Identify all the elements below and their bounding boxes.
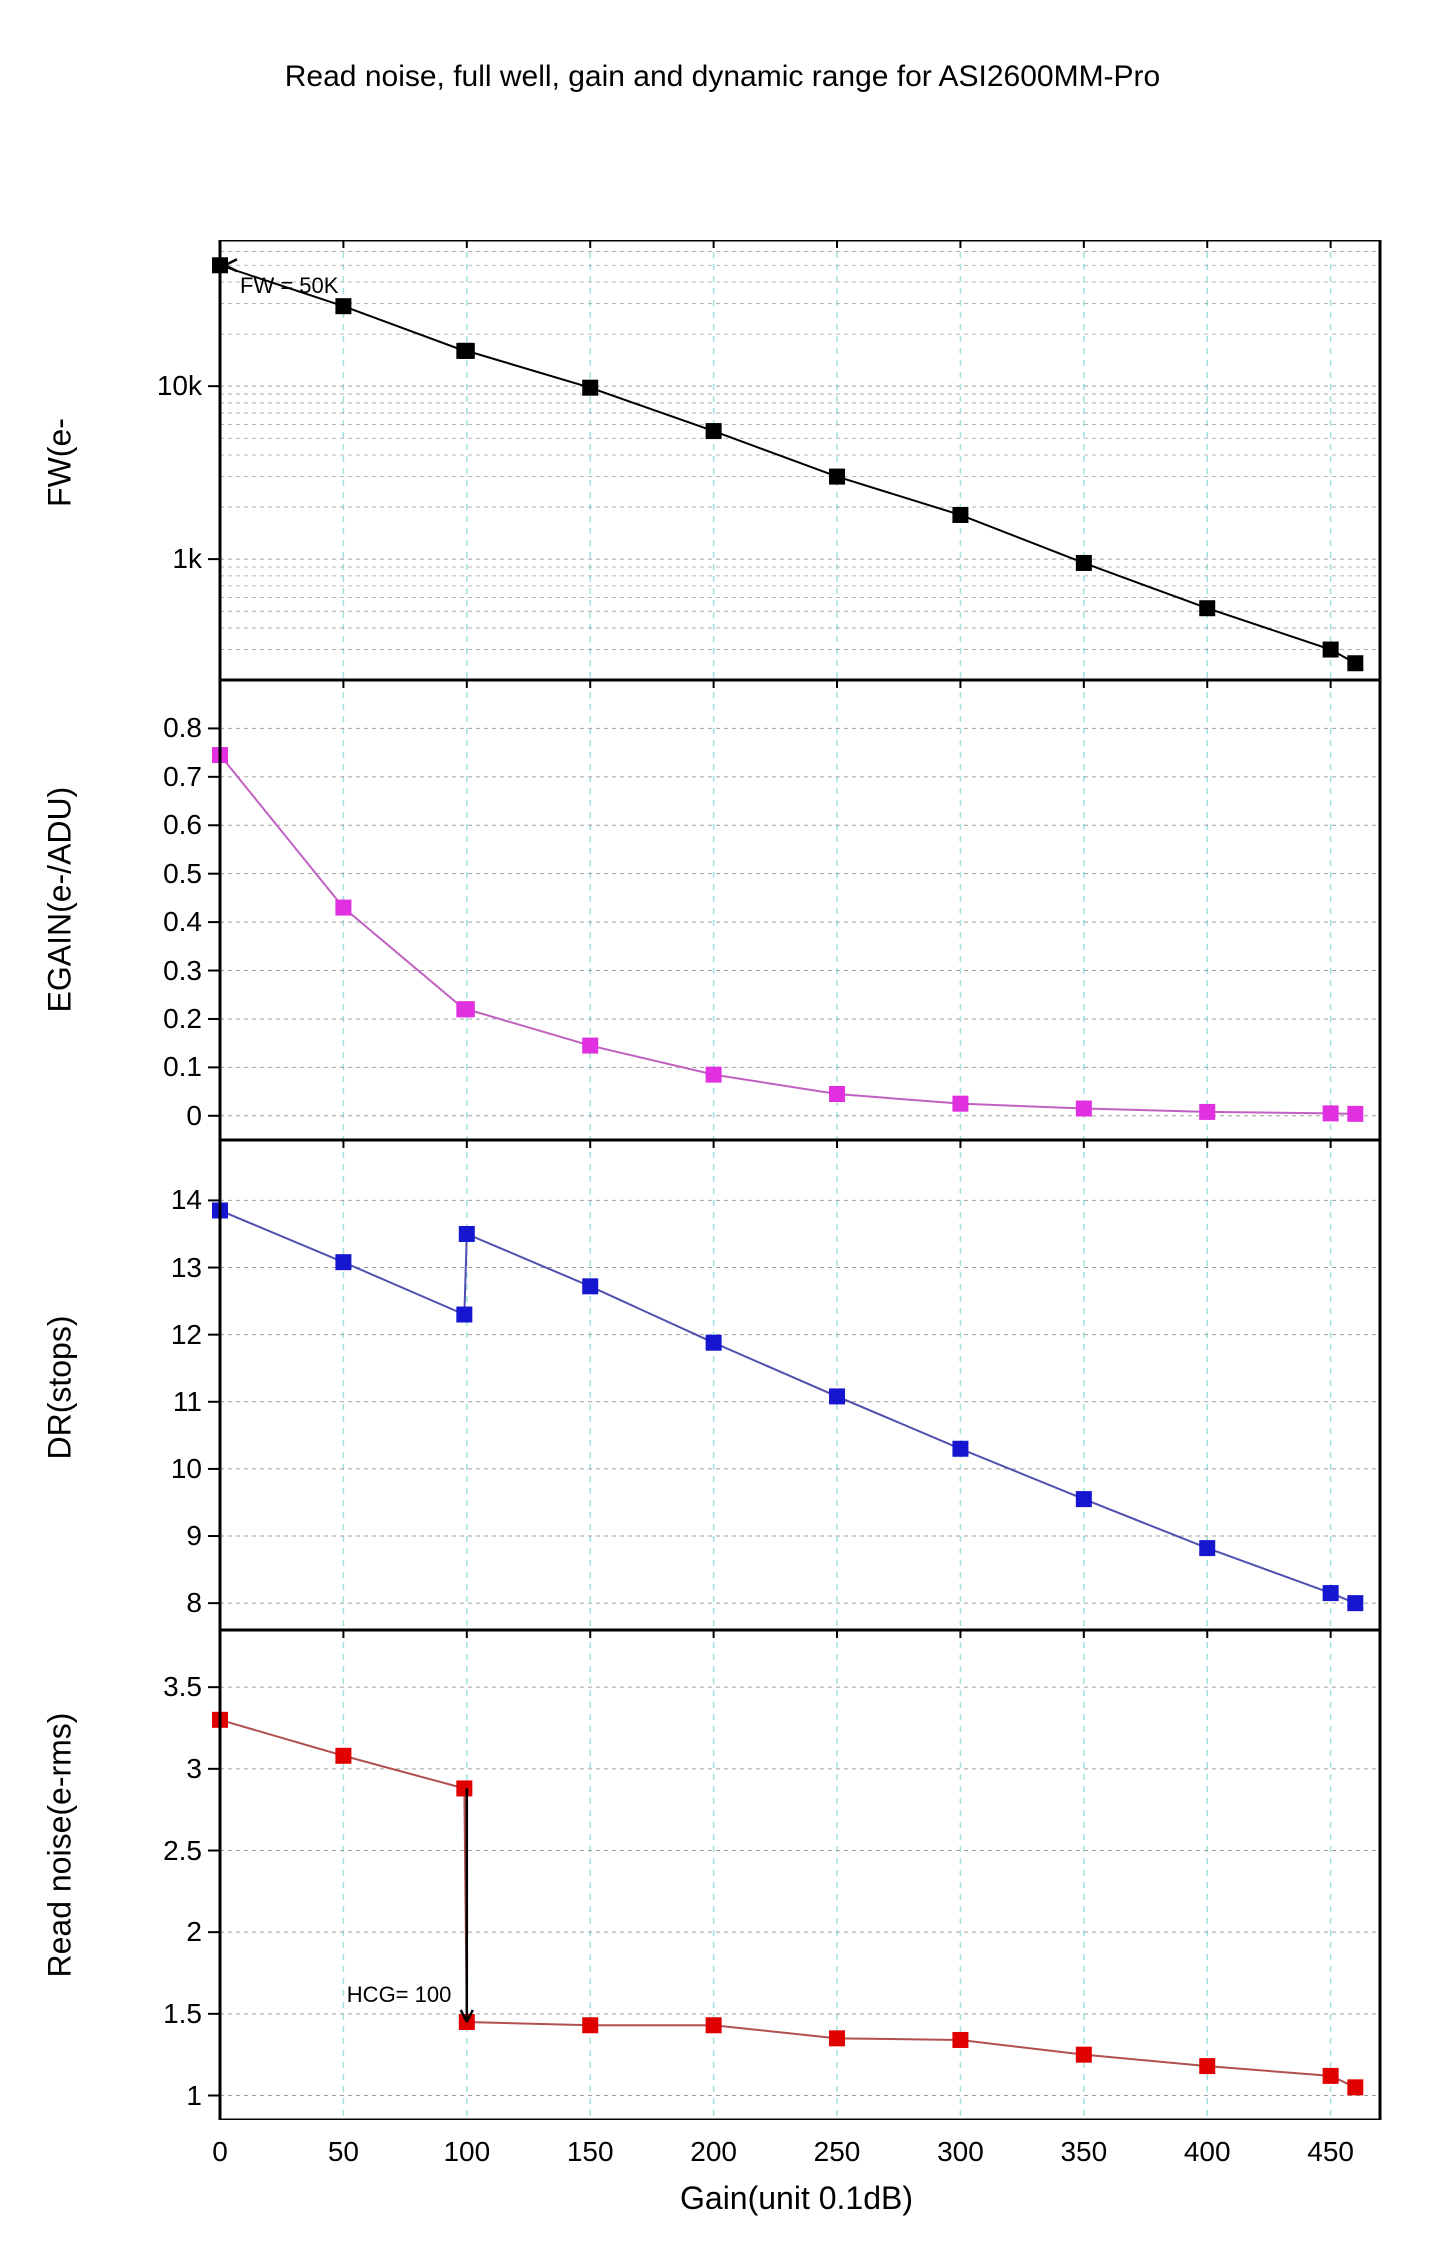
ylabel-fw: FW(e- <box>42 363 79 563</box>
ytick-label: 0.7 <box>163 761 202 793</box>
ytick-label: 10k <box>157 370 202 402</box>
data-marker <box>952 1096 968 1112</box>
data-marker <box>952 1441 968 1457</box>
data-marker <box>459 343 475 359</box>
xtick-label: 100 <box>442 2136 492 2168</box>
data-marker <box>952 507 968 523</box>
xlabel: Gain(unit 0.1dB) <box>680 2180 913 2217</box>
panel-fw <box>0 240 1445 680</box>
data-marker <box>582 2017 598 2033</box>
ytick-label: 14 <box>171 1184 202 1216</box>
panel-egain <box>0 680 1445 1140</box>
data-marker <box>952 2032 968 2048</box>
xtick-label: 200 <box>689 2136 739 2168</box>
ytick-label: 1k <box>172 543 202 575</box>
xtick-label: 0 <box>195 2136 245 2168</box>
data-marker <box>1347 1595 1363 1611</box>
ylabel-dr: DR(stops) <box>42 1288 79 1488</box>
ytick-label: 0.6 <box>163 809 202 841</box>
data-marker <box>1347 1106 1363 1122</box>
xtick-label: 150 <box>565 2136 615 2168</box>
data-marker <box>1076 1101 1092 1117</box>
ylabel-egain: EGAIN(e-/ADU) <box>42 813 79 1013</box>
ytick-label: 1 <box>186 2080 202 2112</box>
data-marker <box>1199 2058 1215 2074</box>
ytick-label: 2 <box>186 1916 202 1948</box>
data-marker <box>459 1226 475 1242</box>
data-marker <box>1323 2068 1339 2084</box>
ytick-label: 0.2 <box>163 1003 202 1035</box>
data-marker <box>582 1038 598 1054</box>
data-marker <box>335 298 351 314</box>
data-marker <box>1347 655 1363 671</box>
data-marker <box>1323 642 1339 658</box>
ytick-label: 12 <box>171 1319 202 1351</box>
ytick-label: 9 <box>186 1520 202 1552</box>
ytick-label: 0.5 <box>163 858 202 890</box>
xtick-label: 450 <box>1306 2136 1356 2168</box>
data-marker <box>335 1748 351 1764</box>
data-marker <box>1323 1105 1339 1121</box>
ytick-label: 0.4 <box>163 906 202 938</box>
ytick-label: 8 <box>186 1587 202 1619</box>
data-marker <box>829 469 845 485</box>
data-marker <box>582 1278 598 1294</box>
panel-dr <box>0 1140 1445 1630</box>
xtick-label: 400 <box>1182 2136 1232 2168</box>
data-marker <box>829 2030 845 2046</box>
ytick-label: 0.3 <box>163 955 202 987</box>
ytick-label: 3.5 <box>163 1671 202 1703</box>
data-marker <box>706 423 722 439</box>
ytick-label: 2.5 <box>163 1835 202 1867</box>
data-marker <box>335 1254 351 1270</box>
data-marker <box>335 900 351 916</box>
data-marker <box>459 1001 475 1017</box>
data-marker <box>1323 1585 1339 1601</box>
data-marker <box>706 1067 722 1083</box>
ytick-label: 0.1 <box>163 1051 202 1083</box>
data-marker <box>456 1780 472 1796</box>
data-marker <box>829 1086 845 1102</box>
data-marker <box>1076 2047 1092 2063</box>
ytick-label: 0.8 <box>163 712 202 744</box>
ylabel-rn: Read noise(e-rms) <box>42 1778 79 1978</box>
panel-rn <box>0 1630 1445 2120</box>
data-marker <box>1199 1540 1215 1556</box>
data-marker <box>456 1307 472 1323</box>
data-marker <box>706 1335 722 1351</box>
ytick-label: 3 <box>186 1753 202 1785</box>
ytick-label: 11 <box>173 1386 202 1418</box>
data-marker <box>582 380 598 396</box>
ytick-label: 0 <box>186 1100 202 1132</box>
xtick-label: 50 <box>318 2136 368 2168</box>
data-marker <box>1347 2079 1363 2095</box>
chart-title: Read noise, full well, gain and dynamic … <box>0 60 1445 94</box>
data-marker <box>1199 600 1215 616</box>
data-marker <box>829 1388 845 1404</box>
ytick-label: 13 <box>171 1252 202 1284</box>
chart-container: Read noise, full well, gain and dynamic … <box>0 0 1445 2260</box>
ytick-label: 1.5 <box>163 1998 202 2030</box>
xtick-label: 350 <box>1059 2136 1109 2168</box>
data-marker <box>1076 1491 1092 1507</box>
data-marker <box>1076 555 1092 571</box>
annotation-fw: FW = 50K <box>240 273 338 299</box>
ytick-label: 10 <box>171 1453 202 1485</box>
data-marker <box>706 2017 722 2033</box>
data-marker <box>1199 1104 1215 1120</box>
xtick-label: 250 <box>812 2136 862 2168</box>
annotation-hcg: HCG= 100 <box>347 1982 452 2008</box>
xtick-label: 300 <box>935 2136 985 2168</box>
